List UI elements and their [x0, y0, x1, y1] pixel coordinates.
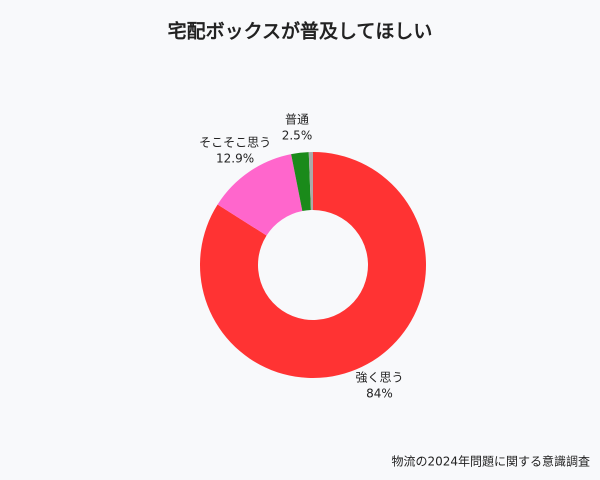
slice-label: 強く思う	[355, 370, 403, 384]
donut-slice	[291, 152, 311, 212]
donut-slice	[308, 152, 313, 211]
slice-value-label: 2.5%	[282, 128, 313, 142]
chart-title: 宅配ボックスが普及してほしい	[168, 20, 433, 43]
source-note: 物流の2024年問題に関する意識調査	[391, 454, 590, 469]
slice-label: 普通	[285, 112, 309, 126]
slice-label: そこそこ思う	[199, 136, 271, 150]
donut-slice	[217, 154, 303, 236]
donut-slice	[200, 152, 426, 378]
slice-value-label: 12.9%	[216, 152, 254, 166]
slice-value-label: 84%	[366, 386, 393, 400]
